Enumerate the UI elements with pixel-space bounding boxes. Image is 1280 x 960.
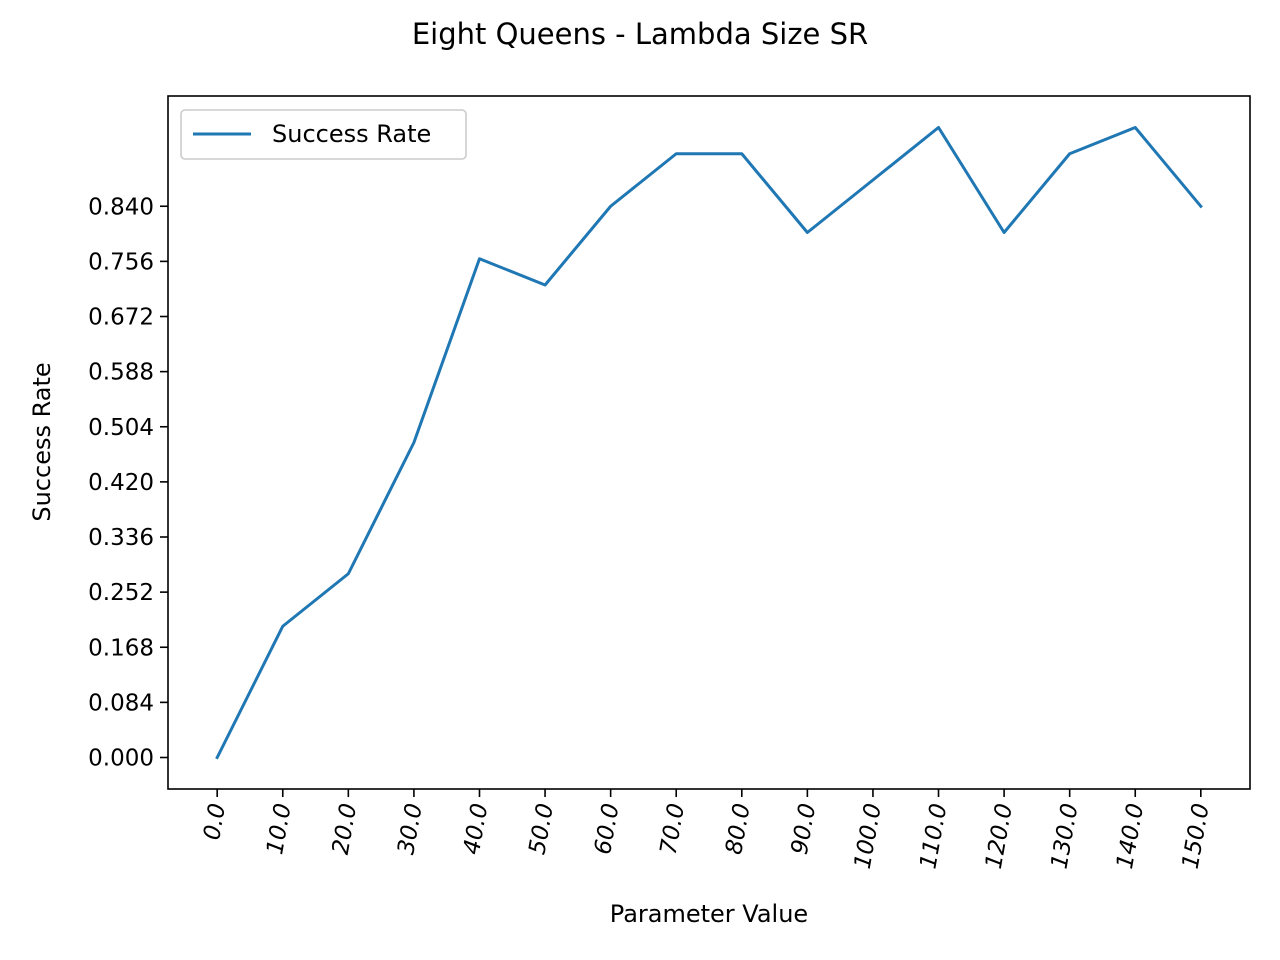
y-tick-label: 0.336 (88, 525, 154, 551)
y-tick-label: 0.000 (88, 746, 154, 772)
x-tick-label: 150.0 (1178, 802, 1215, 871)
y-tick-label: 0.588 (88, 360, 154, 386)
x-tick-label: 90.0 (787, 802, 821, 857)
legend: Success Rate (180, 109, 467, 160)
x-tick-label: 50.0 (524, 802, 558, 857)
x-tick-label: 100.0 (850, 802, 887, 871)
x-tick-label: 70.0 (656, 802, 690, 857)
x-tick-label: 20.0 (328, 802, 362, 857)
x-axis-label: Parameter Value (610, 900, 808, 928)
x-tick-label: 130.0 (1047, 802, 1084, 871)
y-tick-label: 0.420 (88, 470, 154, 496)
x-tick-label: 120.0 (981, 802, 1018, 871)
x-tick-label: 80.0 (721, 802, 755, 857)
x-tick-label: 40.0 (459, 802, 493, 857)
x-tick-label: 30.0 (393, 802, 427, 857)
y-tick-label: 0.672 (88, 305, 154, 331)
y-tick-label: 0.084 (88, 690, 154, 716)
chart-title: Eight Queens - Lambda Size SR (412, 17, 868, 51)
y-tick-label: 0.756 (88, 249, 154, 275)
y-tick-label: 0.168 (88, 635, 154, 661)
series-line-success-rate (215, 126, 1203, 760)
x-tick-label: 140.0 (1112, 802, 1149, 871)
plot-area (167, 95, 1251, 790)
x-tick-label: 110.0 (915, 802, 952, 871)
x-tick-label: 60.0 (590, 802, 624, 857)
y-axis-label: Success Rate (28, 362, 56, 521)
x-tick-label: 10.0 (262, 802, 296, 857)
y-tick-label: 0.840 (88, 194, 154, 220)
legend-label-success-rate: Success Rate (272, 120, 431, 148)
x-axis-ticks: 0.0 10.0 20.0 30.0 40.0 50.0 60.0 70.0 80.0 90.0 1… (199, 789, 1215, 871)
y-tick-label: 0.252 (88, 580, 154, 606)
y-axis-ticks: 0.000 0.084 0.168 0.252 0.336 0.420 0.504 0.588… (88, 194, 168, 772)
x-tick-label: 0.0 (199, 802, 231, 843)
legend-box (180, 109, 467, 160)
y-tick-label: 0.504 (88, 415, 154, 441)
